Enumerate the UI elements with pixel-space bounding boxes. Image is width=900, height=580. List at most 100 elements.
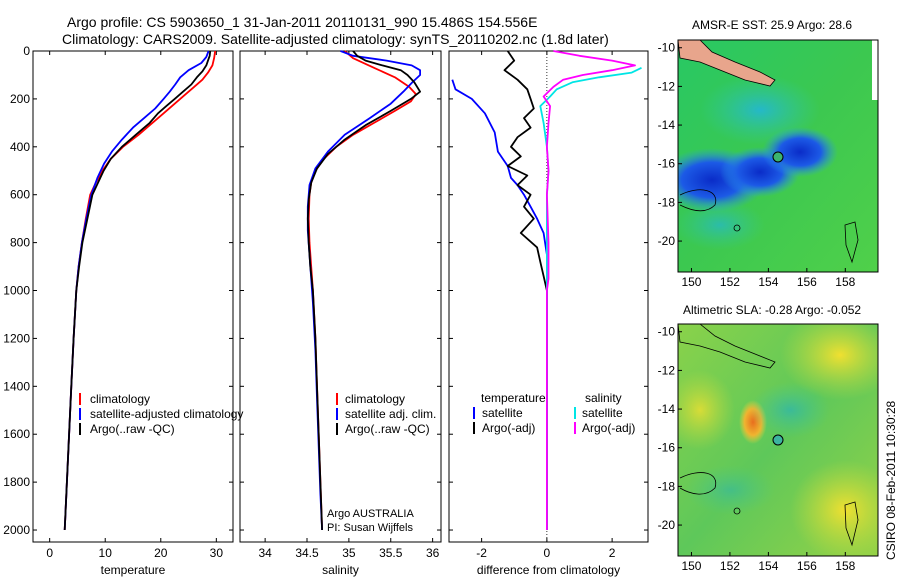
sla-reef-island bbox=[733, 507, 741, 515]
figure-title-line2: Climatology: CARS2009. Satellite-adjuste… bbox=[62, 31, 609, 47]
sst-map-frame bbox=[677, 39, 879, 273]
sla-landmass bbox=[678, 324, 776, 369]
sst-cyan-patch bbox=[700, 75, 820, 145]
lon-tick-label: 156 bbox=[797, 275, 817, 289]
plot-frame bbox=[448, 50, 649, 543]
legend-label-argo: Argo(..raw -QC) bbox=[345, 422, 430, 436]
y-tick-label: 1600 bbox=[3, 427, 30, 441]
y-tick-label: 2000 bbox=[3, 523, 30, 537]
lat-tick-label: -14 bbox=[658, 402, 676, 416]
lon-tick-label: 154 bbox=[758, 559, 778, 573]
x-axis-label: temperature bbox=[101, 563, 166, 577]
x-tick-label: 10 bbox=[99, 546, 113, 560]
lat-tick-label: -12 bbox=[658, 79, 676, 93]
lon-tick-label: 158 bbox=[835, 559, 855, 573]
legend-title-temperature: temperature bbox=[481, 391, 546, 405]
x-tick-label: 35.5 bbox=[379, 546, 403, 560]
lon-tick-label: 150 bbox=[681, 275, 701, 289]
sla-high-west bbox=[678, 370, 735, 450]
plot-frame bbox=[239, 50, 442, 543]
y-tick-label: 800 bbox=[10, 236, 30, 250]
legend-label-temp-argo: Argo(-adj) bbox=[482, 421, 535, 435]
series-line-argo-1 bbox=[503, 50, 548, 530]
x-tick-label: 36 bbox=[426, 546, 440, 560]
legend-label-satellite: satellite-adjusted climatology bbox=[90, 407, 243, 421]
x-tick-label: 34 bbox=[258, 546, 272, 560]
lon-tick-label: 150 bbox=[681, 559, 701, 573]
difference-legend: temperature salinity satellite Argo(-adj… bbox=[473, 391, 635, 435]
x-tick-label: 2 bbox=[609, 546, 616, 560]
sst-map: AMSR-E SST: 25.9 Argo: 28.6 150 152 154 156… bbox=[658, 18, 879, 289]
sla-high-northeast bbox=[780, 324, 878, 400]
series-line-salinity_argo-3 bbox=[542, 50, 636, 530]
sla-map-title: Altimetric SLA: -0.28 Argo: -0.052 bbox=[683, 303, 861, 317]
argo-program-note: Argo AUSTRALIA bbox=[327, 508, 414, 520]
salinity-legend: climatology satellite adj. clim. Argo(..… bbox=[327, 392, 436, 534]
series-line-satellite-0 bbox=[451, 79, 548, 530]
lat-tick-label: -18 bbox=[658, 195, 676, 209]
lat-tick-label: -10 bbox=[658, 41, 676, 55]
x-tick-label: -2 bbox=[476, 546, 487, 560]
series-line-salinity_sat-2 bbox=[539, 66, 642, 530]
lat-tick-label: -12 bbox=[658, 363, 676, 377]
y-tick-label: 1000 bbox=[3, 284, 30, 298]
sla-high-southeast bbox=[790, 460, 878, 556]
lat-tick-label: -20 bbox=[658, 518, 676, 532]
legend-title-salinity: salinity bbox=[585, 391, 622, 405]
temperature-panel: 0 10 20 30 0 200 400 600 800 1000 1200 1400 1600 1800… bbox=[3, 44, 234, 577]
x-tick-label: 20 bbox=[154, 546, 168, 560]
series-line-satellite-1 bbox=[306, 50, 421, 531]
figure-title-line1: Argo profile: CS 5903650_1 31-Jan-2011 2… bbox=[67, 14, 537, 30]
difference-panel: -2 0 2 difference from climatology bbox=[448, 50, 649, 577]
x-tick-label: 30 bbox=[210, 546, 224, 560]
sla-low-southwest bbox=[685, 465, 775, 515]
lon-tick-label: 156 bbox=[797, 559, 817, 573]
y-tick-label: 1800 bbox=[3, 475, 30, 489]
lon-tick-label: 154 bbox=[758, 275, 778, 289]
y-tick-label: 400 bbox=[10, 140, 30, 154]
legend-label-temp-satellite: satellite bbox=[482, 406, 523, 420]
x-tick-label: 0 bbox=[46, 546, 53, 560]
sst-map-title: AMSR-E SST: 25.9 Argo: 28.6 bbox=[692, 18, 852, 32]
lon-tick-label: 158 bbox=[835, 275, 855, 289]
sst-reef-outline bbox=[679, 189, 717, 212]
sst-map-ticks: 150 152 154 156 158 -10 -12 -14 -16 -18 -20 bbox=[658, 41, 856, 289]
sla-low-center bbox=[750, 382, 830, 438]
sla-map: Altimetric SLA: -0.28 Argo: -0.052 150 15… bbox=[658, 303, 879, 573]
x-axis-label: difference from climatology bbox=[477, 563, 620, 577]
sla-float-marker bbox=[772, 434, 784, 446]
legend-label-argo: Argo(..raw -QC) bbox=[90, 422, 175, 436]
y-tick-label: 1400 bbox=[3, 379, 30, 393]
salinity-panel: 34 34.5 35 35.5 36 salinity bbox=[239, 50, 442, 577]
lat-tick-label: -18 bbox=[658, 479, 676, 493]
creation-stamp: CSIRO 08-Feb-2011 10:30:28 bbox=[884, 400, 898, 560]
sla-reef-outline-east bbox=[844, 501, 859, 547]
sst-reef-outline-east bbox=[844, 221, 859, 264]
legend-label-climatology: climatology bbox=[90, 392, 150, 406]
lat-tick-label: -20 bbox=[658, 234, 676, 248]
y-tick-label: 200 bbox=[10, 92, 30, 106]
sst-cyan-patch-south bbox=[678, 200, 765, 250]
sst-missing-data bbox=[872, 40, 878, 100]
sst-landmass bbox=[678, 40, 776, 87]
x-tick-label: 34.5 bbox=[295, 546, 319, 560]
plot-frame bbox=[32, 50, 234, 543]
x-axis-label: salinity bbox=[322, 563, 359, 577]
legend-label-satellite: satellite adj. clim. bbox=[345, 407, 436, 421]
lon-tick-label: 152 bbox=[720, 559, 740, 573]
y-tick-label: 1200 bbox=[3, 331, 30, 345]
pi-note: PI: Susan Wijffels bbox=[327, 522, 413, 534]
sla-map-frame bbox=[677, 323, 879, 557]
lon-tick-label: 152 bbox=[720, 275, 740, 289]
legend-label-climatology: climatology bbox=[345, 392, 405, 406]
series-line-satellite-1 bbox=[63, 50, 210, 531]
y-tick-label: 0 bbox=[23, 44, 30, 58]
lat-tick-label: -16 bbox=[658, 441, 676, 455]
y-tick-label: 600 bbox=[10, 188, 30, 202]
lat-tick-label: -14 bbox=[658, 118, 676, 132]
lat-tick-label: -10 bbox=[658, 325, 676, 339]
legend-label-sal-argo: Argo(-adj) bbox=[582, 421, 635, 435]
sst-float-marker bbox=[772, 151, 784, 163]
sla-map-ticks: 150 152 154 156 158 -10 -12 -14 -16 -18 -20 bbox=[658, 325, 856, 573]
sst-reef-island bbox=[733, 224, 741, 232]
